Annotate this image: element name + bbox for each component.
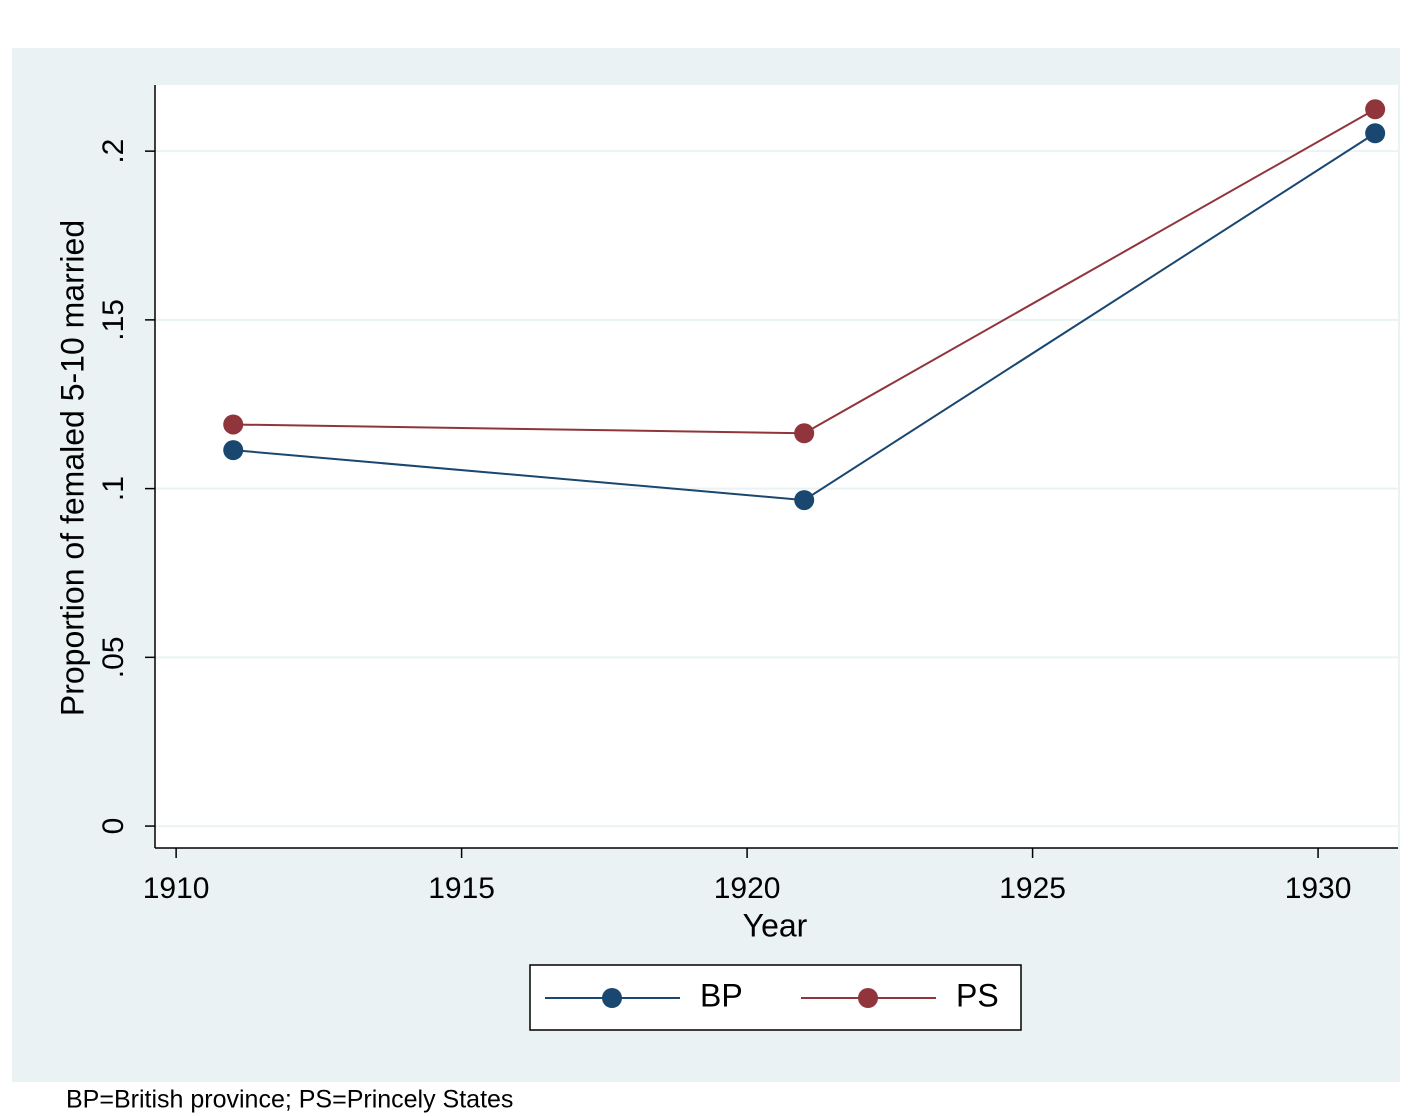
point [1365, 123, 1386, 144]
y-axis-label: Proportion of femaled 5-10 married [54, 220, 90, 716]
y-tick-label: .2 [97, 139, 130, 164]
x-tick-label: 1930 [1285, 872, 1352, 905]
point [223, 440, 244, 461]
y-tick-label: 0 [97, 818, 130, 835]
x-tick-label: 1915 [428, 872, 495, 905]
x-tick-label: 1925 [999, 872, 1066, 905]
point [794, 490, 815, 511]
point [794, 423, 815, 444]
legend-marker [858, 988, 878, 1008]
legend-label: BP [700, 977, 743, 1013]
legend-marker [602, 988, 622, 1008]
footnote: BP=British province; PS=Princely States [66, 1086, 513, 1114]
point [1365, 99, 1386, 120]
plot-area [155, 85, 1398, 848]
x-axis-label: Year [743, 907, 808, 943]
legend-label: PS [956, 977, 999, 1013]
y-tick-label: .1 [97, 476, 130, 501]
point [223, 414, 244, 435]
y-tick-label: .05 [97, 636, 130, 678]
x-tick-label: 1910 [143, 872, 210, 905]
y-tick-label: .15 [97, 299, 130, 341]
x-tick-label: 1920 [714, 872, 781, 905]
